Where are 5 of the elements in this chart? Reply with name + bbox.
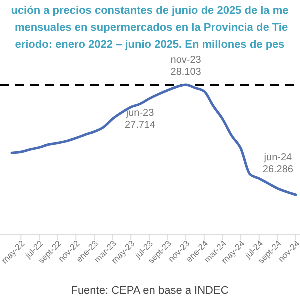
data-label: jun-24 26.286: [262, 152, 294, 176]
data-label: nov-23 28.103: [170, 55, 202, 78]
chart-title: ución a precios constantes de junio de 2025 de la me mensuales en supermercados en la Provincia de Tie eriodo: enero 2022 – junio 2025. En millones de pes: [11, 5, 289, 51]
data-label: jun-23 27.714: [124, 108, 156, 132]
source-note: Fuente: CEPA en base a INDEC: [71, 285, 229, 297]
